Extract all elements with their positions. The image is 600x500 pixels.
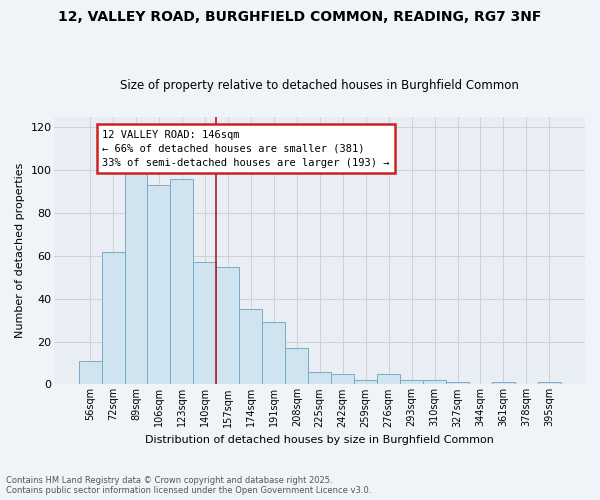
Bar [148,186,170,384]
Bar [492,382,515,384]
Bar [446,382,469,384]
Bar [170,179,193,384]
X-axis label: Distribution of detached houses by size in Burghfield Common: Distribution of detached houses by size … [145,435,494,445]
Bar [239,310,262,384]
Bar [285,348,308,385]
Bar [217,266,239,384]
Bar [331,374,354,384]
Title: Size of property relative to detached houses in Burghfield Common: Size of property relative to detached ho… [120,79,519,92]
Text: 12, VALLEY ROAD, BURGHFIELD COMMON, READING, RG7 3NF: 12, VALLEY ROAD, BURGHFIELD COMMON, READ… [58,10,542,24]
Text: 12 VALLEY ROAD: 146sqm
← 66% of detached houses are smaller (381)
33% of semi-de: 12 VALLEY ROAD: 146sqm ← 66% of detached… [102,130,389,168]
Y-axis label: Number of detached properties: Number of detached properties [15,163,25,338]
Text: Contains HM Land Registry data © Crown copyright and database right 2025.
Contai: Contains HM Land Registry data © Crown c… [6,476,371,495]
Bar [423,380,446,384]
Bar [193,262,217,384]
Bar [400,380,423,384]
Bar [125,168,148,384]
Bar [262,322,285,384]
Bar [101,252,125,384]
Bar [79,361,101,384]
Bar [308,372,331,384]
Bar [538,382,561,384]
Bar [377,374,400,384]
Bar [354,380,377,384]
